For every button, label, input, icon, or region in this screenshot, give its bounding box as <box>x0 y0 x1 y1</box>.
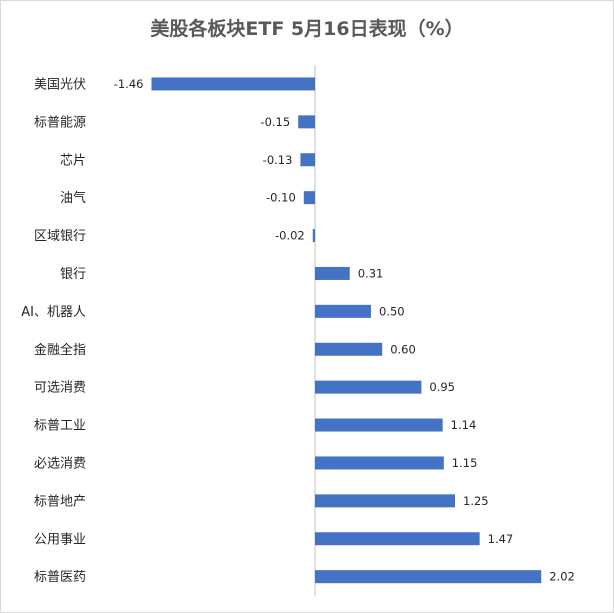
bar <box>315 456 444 470</box>
value-label: 0.95 <box>429 380 455 394</box>
bar <box>315 532 480 546</box>
category-label: 银行 <box>60 267 86 282</box>
category-label: 标普地产 <box>34 494 86 509</box>
category-label: 区域银行 <box>34 229 86 244</box>
value-label: -0.02 <box>275 229 305 243</box>
category-label: AI、机器人 <box>21 305 86 320</box>
value-label: 0.60 <box>390 342 416 356</box>
bar <box>315 494 455 508</box>
bar <box>315 380 422 394</box>
bar <box>151 77 315 91</box>
bar <box>315 418 443 432</box>
bar <box>312 229 315 243</box>
bar <box>315 304 371 318</box>
value-label: 1.25 <box>463 494 489 508</box>
value-label: -1.46 <box>114 77 144 91</box>
value-label: 1.47 <box>488 532 514 546</box>
value-label: 0.31 <box>358 266 384 280</box>
value-label: -0.10 <box>266 191 296 205</box>
category-label: 公用事业 <box>34 532 86 547</box>
category-label: 标普医药 <box>34 570 86 585</box>
value-label: 0.50 <box>379 304 405 318</box>
category-label: 必选消费 <box>34 456 86 471</box>
bar <box>303 191 315 205</box>
bar <box>300 153 315 167</box>
bar <box>315 342 383 356</box>
bar <box>298 115 315 129</box>
bar <box>315 570 542 584</box>
value-label: -0.13 <box>263 153 293 167</box>
category-label: 可选消费 <box>34 381 86 396</box>
category-label: 金融全指 <box>34 342 86 358</box>
category-label: 美国光伏 <box>34 77 86 92</box>
category-label: 标普能源 <box>34 115 86 130</box>
category-label: 芯片 <box>60 153 86 168</box>
category-label: 标普工业 <box>34 419 86 434</box>
value-label: 1.14 <box>451 418 477 432</box>
value-label: 1.15 <box>452 456 478 470</box>
category-label: 油气 <box>60 190 86 206</box>
chart-title: 美股各板块ETF 5月16日表现（%） <box>150 18 464 40</box>
value-label: 2.02 <box>549 570 575 584</box>
value-label: -0.15 <box>260 115 290 129</box>
bar <box>315 266 350 280</box>
